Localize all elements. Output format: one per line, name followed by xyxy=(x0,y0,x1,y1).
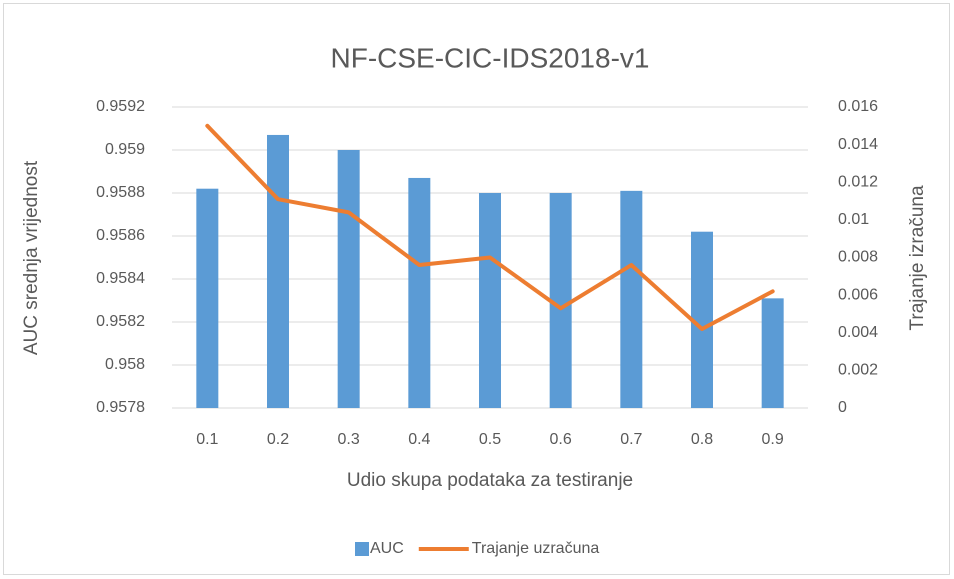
bar xyxy=(479,193,501,408)
x-tick-label: 0.4 xyxy=(408,431,430,448)
bar xyxy=(761,298,784,408)
x-tick-label: 0.2 xyxy=(267,431,289,448)
y-tick-label: 0.9578 xyxy=(96,399,145,416)
y-tick-label: 0.9586 xyxy=(96,227,145,244)
x-tick-label: 0.5 xyxy=(479,431,501,448)
bar xyxy=(691,231,713,408)
legend-label: AUC xyxy=(370,540,404,557)
x-tick-label: 0.8 xyxy=(691,431,713,448)
y2-tick-label: 0.01 xyxy=(838,211,869,228)
legend-label: Trajanje uzračuna xyxy=(472,540,600,557)
y2-tick-label: 0.012 xyxy=(838,173,878,190)
bar xyxy=(337,150,360,408)
y2-tick-label: 0.016 xyxy=(838,98,878,115)
y2-tick-label: 0.002 xyxy=(838,362,878,379)
y2-tick-label: 0.008 xyxy=(838,249,878,266)
y-tick-label: 0.959 xyxy=(105,141,145,158)
x-tick-label: 0.3 xyxy=(338,431,360,448)
y2-axis-label: Trajanje izračuna xyxy=(907,185,928,330)
chart-border xyxy=(3,3,950,575)
legend-swatch xyxy=(355,542,369,556)
x-axis-label: Udio skupa podataka za testiranje xyxy=(347,470,633,491)
y2-tick-label: 0.006 xyxy=(838,286,878,303)
y-tick-label: 0.9584 xyxy=(96,270,145,287)
x-tick-label: 0.9 xyxy=(762,431,784,448)
x-tick-label: 0.7 xyxy=(620,431,642,448)
x-tick-label: 0.1 xyxy=(196,431,218,448)
bar xyxy=(267,134,289,408)
y-tick-label: 0.958 xyxy=(105,356,145,373)
y2-tick-label: 0.004 xyxy=(838,324,878,341)
bar xyxy=(408,177,431,408)
line-series xyxy=(205,123,775,331)
x-tick-label: 0.6 xyxy=(550,431,572,448)
y2-tick-label: 0.014 xyxy=(838,136,878,153)
bar xyxy=(196,188,219,408)
y-tick-label: 0.9592 xyxy=(96,98,145,115)
y-tick-label: 0.9582 xyxy=(96,313,145,330)
bar xyxy=(549,193,572,408)
y2-tick-label: 0 xyxy=(838,399,847,416)
y-axis-label: AUC srednja vrijednost xyxy=(21,160,42,355)
y-tick-label: 0.9588 xyxy=(96,184,145,201)
chart-title: NF-CSE-CIC-IDS2018-v1 xyxy=(331,42,650,73)
bar xyxy=(620,190,643,408)
